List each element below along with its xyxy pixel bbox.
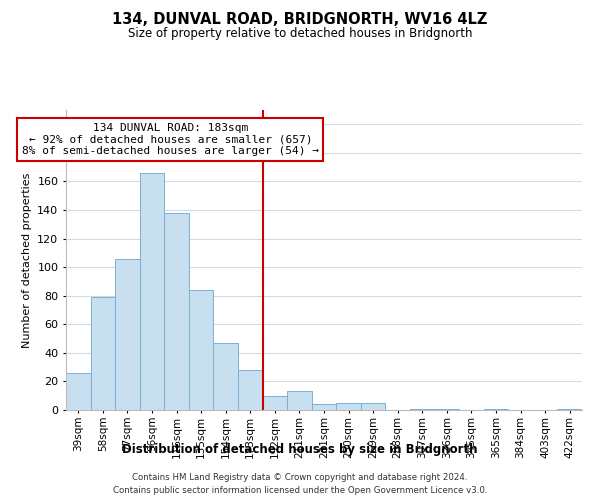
Bar [214,343,238,410]
Bar [140,173,164,410]
Bar [557,408,582,410]
Bar [164,213,189,410]
Bar [287,392,312,410]
Bar [410,408,434,410]
Bar [312,404,336,410]
Text: Distribution of detached houses by size in Bridgnorth: Distribution of detached houses by size … [122,442,478,456]
Bar [189,290,214,410]
Bar [361,403,385,410]
Bar [484,408,508,410]
Bar [263,396,287,410]
Bar [91,297,115,410]
Text: 134 DUNVAL ROAD: 183sqm
← 92% of detached houses are smaller (657)
8% of semi-de: 134 DUNVAL ROAD: 183sqm ← 92% of detache… [22,123,319,156]
Text: Size of property relative to detached houses in Bridgnorth: Size of property relative to detached ho… [128,28,472,40]
Text: Contains public sector information licensed under the Open Government Licence v3: Contains public sector information licen… [113,486,487,495]
Bar [66,373,91,410]
Text: Contains HM Land Registry data © Crown copyright and database right 2024.: Contains HM Land Registry data © Crown c… [132,472,468,482]
Bar [238,370,263,410]
Text: 134, DUNVAL ROAD, BRIDGNORTH, WV16 4LZ: 134, DUNVAL ROAD, BRIDGNORTH, WV16 4LZ [112,12,488,28]
Bar [115,258,140,410]
Bar [434,408,459,410]
Y-axis label: Number of detached properties: Number of detached properties [22,172,32,348]
Bar [336,403,361,410]
